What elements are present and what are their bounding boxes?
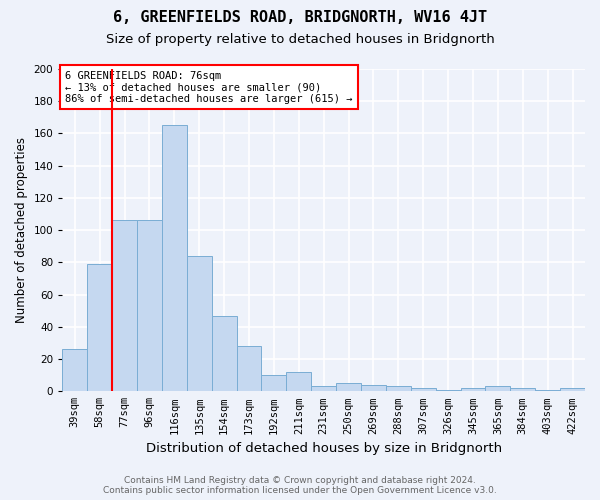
Bar	[262, 375, 286, 392]
Bar	[511, 388, 535, 392]
Bar	[560, 388, 585, 392]
Bar	[336, 383, 361, 392]
Bar	[162, 126, 187, 392]
Bar	[212, 316, 236, 392]
Bar	[535, 390, 560, 392]
Bar	[311, 386, 336, 392]
Bar	[137, 220, 162, 392]
Bar	[411, 388, 436, 392]
Bar	[286, 372, 311, 392]
Bar	[461, 388, 485, 392]
Bar	[62, 350, 87, 392]
X-axis label: Distribution of detached houses by size in Bridgnorth: Distribution of detached houses by size …	[146, 442, 502, 455]
Y-axis label: Number of detached properties: Number of detached properties	[15, 137, 28, 323]
Text: Size of property relative to detached houses in Bridgnorth: Size of property relative to detached ho…	[106, 32, 494, 46]
Bar	[436, 390, 461, 392]
Text: 6, GREENFIELDS ROAD, BRIDGNORTH, WV16 4JT: 6, GREENFIELDS ROAD, BRIDGNORTH, WV16 4J…	[113, 10, 487, 25]
Text: 6 GREENFIELDS ROAD: 76sqm
← 13% of detached houses are smaller (90)
86% of semi-: 6 GREENFIELDS ROAD: 76sqm ← 13% of detac…	[65, 70, 352, 104]
Bar	[386, 386, 411, 392]
Bar	[112, 220, 137, 392]
Bar	[236, 346, 262, 392]
Bar	[187, 256, 212, 392]
Text: Contains HM Land Registry data © Crown copyright and database right 2024.
Contai: Contains HM Land Registry data © Crown c…	[103, 476, 497, 495]
Bar	[87, 264, 112, 392]
Bar	[485, 386, 511, 392]
Bar	[361, 385, 386, 392]
